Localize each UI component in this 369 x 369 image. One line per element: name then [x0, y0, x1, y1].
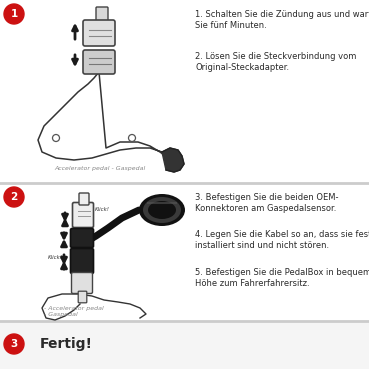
FancyBboxPatch shape — [83, 50, 115, 74]
FancyBboxPatch shape — [83, 20, 115, 46]
Text: 3. Befestigen Sie die beiden OEM-: 3. Befestigen Sie die beiden OEM- — [195, 193, 338, 202]
Text: Klick!: Klick! — [48, 255, 63, 260]
Bar — [0, 183, 369, 321]
Text: Accelerator pedal - Gaspedal: Accelerator pedal - Gaspedal — [54, 166, 146, 171]
Text: Klick!: Klick! — [95, 207, 110, 212]
FancyBboxPatch shape — [70, 248, 93, 273]
Circle shape — [4, 334, 24, 354]
Circle shape — [4, 187, 24, 207]
Polygon shape — [162, 148, 184, 172]
Text: Sie fünf Minuten.: Sie fünf Minuten. — [195, 21, 267, 30]
Text: 5. Befestigen Sie die PedalBox in bequemer: 5. Befestigen Sie die PedalBox in bequem… — [195, 268, 369, 277]
Circle shape — [4, 4, 24, 24]
FancyBboxPatch shape — [96, 7, 108, 23]
Text: Höhe zum Fahrerfahrersitz.: Höhe zum Fahrerfahrersitz. — [195, 279, 310, 288]
Text: Original-Steckadapter.: Original-Steckadapter. — [195, 63, 289, 72]
Ellipse shape — [148, 201, 176, 219]
Text: 1. Schalten Sie die Zündung aus und warten: 1. Schalten Sie die Zündung aus und wart… — [195, 10, 369, 19]
FancyBboxPatch shape — [72, 272, 93, 293]
Text: - Accelerator pedal: - Accelerator pedal — [44, 306, 104, 311]
Ellipse shape — [139, 194, 185, 226]
Text: 2. Lösen Sie die Steckverbindung vom: 2. Lösen Sie die Steckverbindung vom — [195, 52, 356, 61]
Text: installiert sind und nicht stören.: installiert sind und nicht stören. — [195, 241, 329, 250]
Text: Konnektoren am Gaspedalsensor.: Konnektoren am Gaspedalsensor. — [195, 204, 337, 213]
FancyBboxPatch shape — [70, 228, 93, 248]
Bar — [0, 0, 369, 183]
Bar — [0, 321, 369, 369]
Text: - Gaspedal: - Gaspedal — [44, 312, 78, 317]
Ellipse shape — [143, 197, 181, 223]
FancyBboxPatch shape — [72, 203, 93, 228]
FancyBboxPatch shape — [79, 193, 89, 205]
Text: Fertig!: Fertig! — [40, 337, 93, 351]
Text: 3: 3 — [10, 339, 18, 349]
Text: 4. Legen Sie die Kabel so an, dass sie fest: 4. Legen Sie die Kabel so an, dass sie f… — [195, 230, 369, 239]
Text: 2: 2 — [10, 192, 18, 202]
FancyBboxPatch shape — [78, 291, 87, 303]
Text: 1: 1 — [10, 9, 18, 19]
